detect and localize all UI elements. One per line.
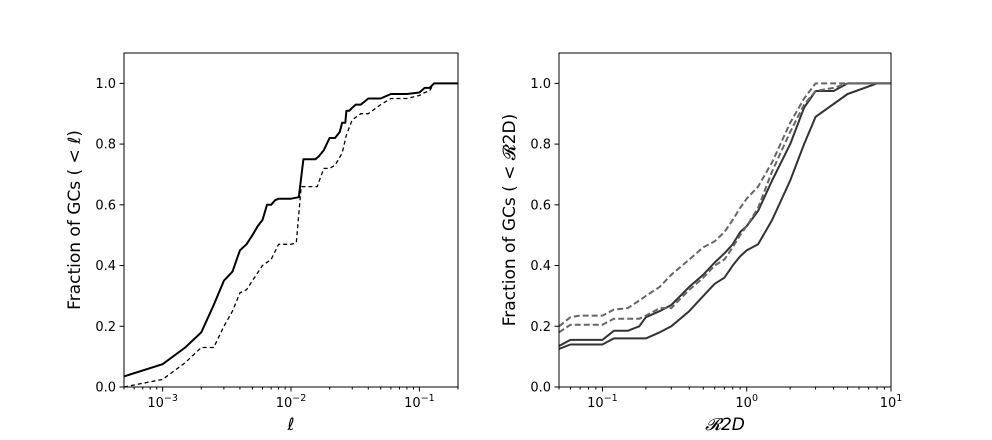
x-tick-label: 10−1 bbox=[404, 393, 435, 411]
x-tick-exponent: −1 bbox=[421, 393, 435, 404]
y-tick-label: 0.6 bbox=[530, 198, 551, 213]
x-tick-base: 10 bbox=[880, 396, 897, 411]
series-line-2-solid bbox=[559, 82, 891, 347]
x-tick-label: 10−1 bbox=[587, 393, 618, 411]
x-tick-base: 10 bbox=[404, 396, 421, 411]
x-axis-label: 𝓡2D bbox=[705, 415, 745, 435]
series-group bbox=[559, 82, 891, 350]
y-tick-label: 0.4 bbox=[530, 259, 551, 274]
x-tick-label: 10−3 bbox=[147, 393, 178, 411]
x-tick-exponent: −2 bbox=[292, 393, 306, 404]
series-line-1-solid bbox=[124, 82, 458, 378]
x-tick-exponent: 0 bbox=[752, 393, 758, 404]
series-line-2-dashed bbox=[124, 82, 458, 387]
series-group bbox=[124, 82, 458, 387]
y-tick-label: 0.6 bbox=[95, 198, 116, 213]
x-tick-label: 101 bbox=[880, 393, 903, 411]
series-line-4-dashed bbox=[559, 82, 891, 328]
y-tick-label: 0.4 bbox=[95, 259, 116, 274]
series-line-3-dashed bbox=[559, 82, 891, 334]
chart-panel-2: 10−1 100 1010.00.20.40.60.81.0𝓡2DFraction … bbox=[500, 52, 903, 435]
y-tick-label: 1.0 bbox=[95, 77, 116, 92]
x-tick-base: 10 bbox=[735, 396, 752, 411]
x-tick-base: 10 bbox=[276, 396, 293, 411]
y-tick-label: 1.0 bbox=[530, 77, 551, 92]
x-tick-exponent: 1 bbox=[896, 393, 902, 404]
y-tick-label: 0.0 bbox=[530, 381, 551, 396]
y-tick-label: 0.2 bbox=[530, 320, 551, 335]
x-axis-label: ℓ bbox=[286, 415, 294, 435]
x-tick-label: 10−2 bbox=[276, 393, 307, 411]
y-axis-label: Fraction of GCs ( < ℓ) bbox=[65, 130, 85, 310]
y-tick-label: 0.0 bbox=[95, 381, 116, 396]
chart-panel-1: 10−3 10−2 10−10.00.20.40.60.81.0ℓFraction … bbox=[65, 52, 459, 435]
y-tick-label: 0.8 bbox=[530, 138, 551, 153]
series-line-1-solid bbox=[559, 82, 891, 350]
plot-frame bbox=[123, 52, 459, 388]
x-tick-base: 10 bbox=[147, 396, 164, 411]
x-tick-label: 100 bbox=[735, 393, 758, 411]
x-tick-base: 10 bbox=[587, 396, 604, 411]
y-axis-label: Fraction of GCs ( < 𝓡2D) bbox=[500, 114, 520, 326]
y-tick-label: 0.8 bbox=[95, 138, 116, 153]
x-tick-exponent: −1 bbox=[604, 393, 618, 404]
plot-frame bbox=[558, 52, 892, 388]
x-tick-exponent: −3 bbox=[164, 393, 178, 404]
y-tick-label: 0.2 bbox=[95, 320, 116, 335]
